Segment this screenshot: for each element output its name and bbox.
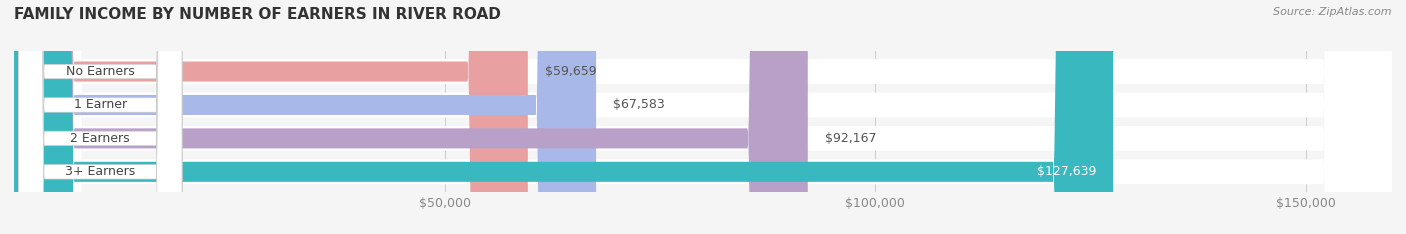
FancyBboxPatch shape <box>14 0 1392 234</box>
Text: $59,659: $59,659 <box>546 65 596 78</box>
FancyBboxPatch shape <box>14 0 527 234</box>
FancyBboxPatch shape <box>14 0 596 234</box>
Text: $67,583: $67,583 <box>613 99 665 111</box>
FancyBboxPatch shape <box>14 0 1114 234</box>
FancyBboxPatch shape <box>18 0 181 234</box>
Text: $127,639: $127,639 <box>1036 165 1097 178</box>
FancyBboxPatch shape <box>18 0 181 234</box>
FancyBboxPatch shape <box>18 0 181 234</box>
Text: $92,167: $92,167 <box>825 132 876 145</box>
FancyBboxPatch shape <box>14 0 1392 234</box>
Text: 3+ Earners: 3+ Earners <box>65 165 135 178</box>
Text: No Earners: No Earners <box>66 65 135 78</box>
FancyBboxPatch shape <box>14 0 1392 234</box>
Text: FAMILY INCOME BY NUMBER OF EARNERS IN RIVER ROAD: FAMILY INCOME BY NUMBER OF EARNERS IN RI… <box>14 7 501 22</box>
FancyBboxPatch shape <box>14 0 1392 234</box>
FancyBboxPatch shape <box>18 0 181 234</box>
FancyBboxPatch shape <box>14 0 808 234</box>
Text: 2 Earners: 2 Earners <box>70 132 129 145</box>
Text: Source: ZipAtlas.com: Source: ZipAtlas.com <box>1274 7 1392 17</box>
Text: 1 Earner: 1 Earner <box>73 99 127 111</box>
